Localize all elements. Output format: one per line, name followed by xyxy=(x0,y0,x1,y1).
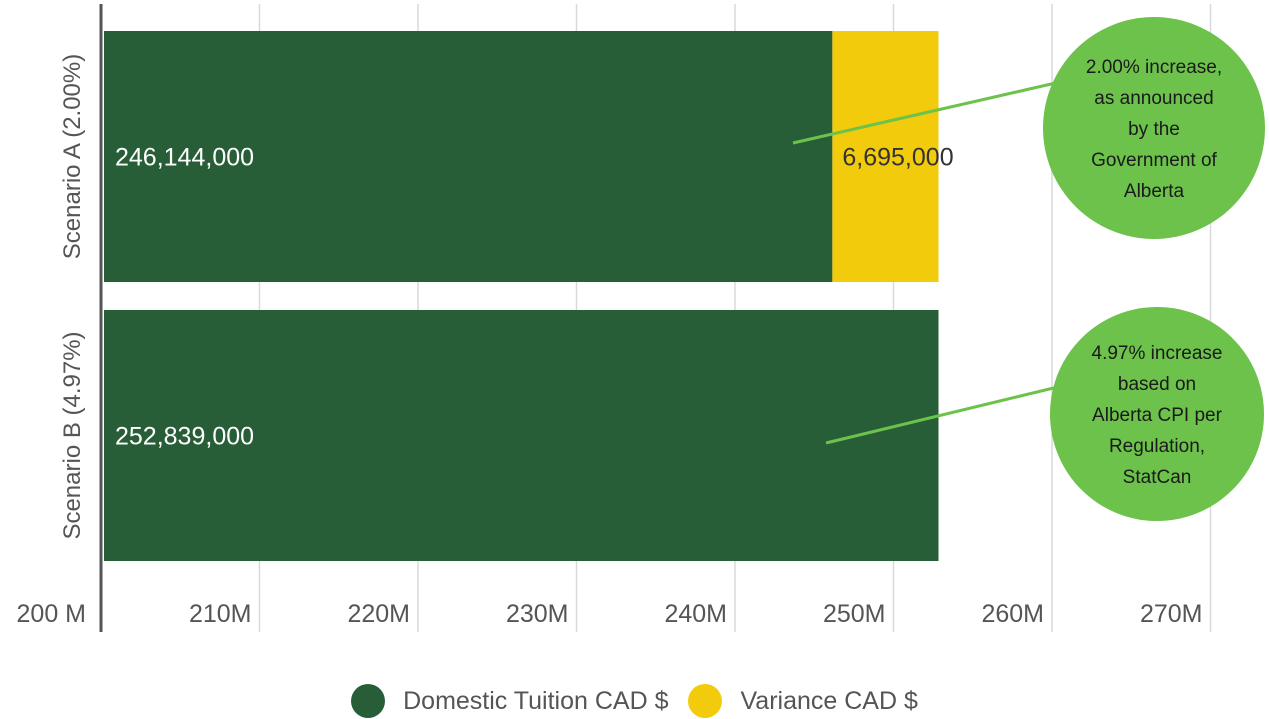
annotation-text: Alberta CPI per xyxy=(1092,405,1223,426)
annotation-leader-line xyxy=(792,80,1061,145)
annotation-text: 4.97% increase xyxy=(1092,343,1223,364)
x-tick-label: 200 M xyxy=(17,600,86,628)
x-tick-label: 260M xyxy=(981,600,1044,628)
bar-domestic xyxy=(104,31,833,282)
annotation-text: Regulation, xyxy=(1109,436,1205,457)
x-tick-label: 210M xyxy=(189,600,252,628)
x-tick-label: 230M xyxy=(506,600,569,628)
chart: 246,144,000 6,695,000 252,839,000 Scenario… xyxy=(17,4,1265,632)
x-tick-label: 250M xyxy=(823,600,886,628)
x-tick-labels: 200 M 210M 220M 230M 240M 250M 260M 270M xyxy=(17,600,1203,628)
annotation-text: Alberta xyxy=(1124,181,1185,202)
bars: 246,144,000 6,695,000 252,839,000 xyxy=(104,31,954,561)
bar-value-label: 6,695,000 xyxy=(842,144,953,172)
annotation-text: based on xyxy=(1118,374,1196,395)
legend-item-variance[interactable]: Variance CAD $ xyxy=(688,684,918,718)
annotation-text: as announced xyxy=(1094,88,1213,109)
legend-swatch-domestic xyxy=(351,684,386,718)
x-tick-label: 270M xyxy=(1140,600,1203,628)
category-label: Scenario B (4.97%) xyxy=(59,331,86,539)
annotation-text: StatCan xyxy=(1123,467,1192,488)
legend-label-variance: Variance CAD $ xyxy=(740,686,918,715)
annotation-text: by the xyxy=(1128,119,1180,140)
legend-item-domestic[interactable]: Domestic Tuition CAD $ xyxy=(351,684,668,718)
category-label: Scenario A (2.00%) xyxy=(59,54,86,259)
legend: Domestic Tuition CAD $ Variance CAD $ xyxy=(0,683,1269,719)
annotation-bubble xyxy=(1050,307,1264,521)
bar-value-label: 246,144,000 xyxy=(115,144,254,172)
category-labels: Scenario A (2.00%) Scenario B (4.97%) xyxy=(59,54,86,540)
bar-variance xyxy=(832,31,939,282)
x-tick-label: 240M xyxy=(664,600,727,628)
legend-swatch-variance xyxy=(688,684,723,718)
annotation-text: Government of xyxy=(1091,150,1217,171)
annotations: 2.00% increase, as announced by the Governm… xyxy=(792,17,1265,521)
bar-domestic xyxy=(104,310,939,561)
x-tick-label: 220M xyxy=(347,600,410,628)
annotation-text: 2.00% increase, xyxy=(1086,57,1222,78)
annotation-leader-line xyxy=(825,383,1067,445)
annotation-bubble xyxy=(1043,17,1265,239)
bar-value-label: 252,839,000 xyxy=(115,423,254,451)
legend-label-domestic: Domestic Tuition CAD $ xyxy=(403,686,669,715)
